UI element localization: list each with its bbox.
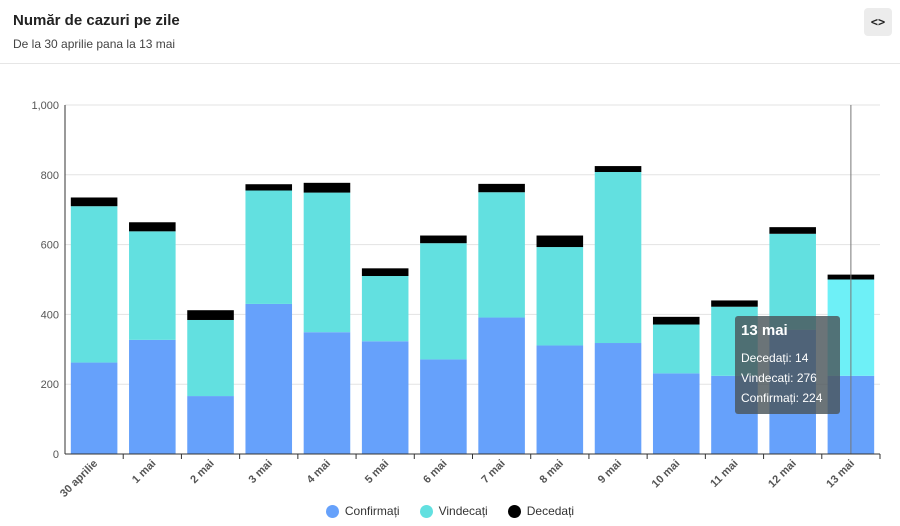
legend-label: Vindecați	[438, 504, 488, 518]
y-tick-label: 200	[41, 379, 59, 391]
legend-label: Decedați	[526, 504, 575, 518]
bar-segment	[594, 343, 642, 454]
bar-segment	[361, 276, 409, 342]
x-tick-label: 7 mai	[479, 458, 507, 486]
bar-segment	[652, 324, 700, 374]
bar-segment	[303, 182, 351, 193]
bar-segment	[245, 190, 293, 304]
chart-tooltip: 13 mai Decedați: 14 Vindecați: 276 Confi…	[735, 316, 840, 414]
bar-segment	[245, 184, 293, 191]
x-tick-label: 6 mai	[421, 458, 449, 486]
bar-segment	[303, 332, 351, 454]
x-tick-label: 10 mai	[650, 458, 683, 491]
bar-chart: 0 200 400 600 800 1,000 30 aprilie 1 mai 2 mai 3 …	[31, 100, 881, 500]
y-tick-label: 1,000	[31, 100, 59, 112]
bar-segment	[70, 362, 118, 454]
y-tick-label: 800	[41, 170, 59, 182]
tooltip-title: 13 mai	[741, 322, 788, 339]
y-tick-label: 400	[41, 309, 59, 321]
tooltip-line-recovered: Vindecați: 276	[741, 371, 817, 385]
x-tick-label: 30 aprilie	[58, 458, 100, 500]
bar-segment	[652, 373, 700, 454]
bar-segment	[187, 310, 234, 320]
x-tick-label: 13 mai	[824, 458, 857, 491]
bar-segment	[711, 300, 758, 307]
x-tick-label: 9 mai	[596, 458, 624, 486]
bar-segment	[536, 235, 584, 248]
legend-swatch	[507, 504, 521, 518]
bar-segment	[536, 247, 584, 346]
y-tick-label: 0	[53, 449, 59, 461]
bar-segment	[594, 166, 642, 173]
x-tick-label: 2 mai	[188, 458, 216, 486]
bar-segment	[478, 317, 525, 454]
legend-item[interactable]: Confirmați	[325, 504, 400, 518]
legend-swatch	[325, 504, 339, 518]
x-tick-label: 3 mai	[246, 458, 274, 486]
legend-label: Confirmați	[344, 504, 400, 518]
x-tick-label: 5 mai	[363, 458, 391, 486]
bar-segment	[361, 268, 409, 277]
x-tick-label: 4 mai	[305, 458, 333, 486]
bar-segment	[769, 227, 816, 234]
bar-segment	[361, 341, 409, 454]
bar-segment	[129, 339, 176, 454]
embed-code-button[interactable]: <>	[864, 8, 892, 36]
chart-subtitle: De la 30 aprilie pana la 13 mai	[13, 37, 176, 51]
x-tick-label: 8 mai	[538, 458, 566, 486]
bar-segment	[652, 316, 700, 325]
bar-segment	[536, 345, 584, 454]
bar-segment	[187, 396, 234, 454]
bar-segment	[420, 235, 467, 244]
bar-segment	[769, 233, 816, 330]
bar-segment	[478, 183, 525, 193]
bar-segment	[594, 172, 642, 344]
chart-legend: Confirmați Vindecați Decedați	[0, 504, 900, 518]
bar-segment	[187, 319, 234, 397]
chart-title: Număr de cazuri pe zile	[13, 12, 180, 29]
bar-segment	[303, 192, 351, 333]
bar-segment	[420, 243, 467, 360]
bar-segment	[70, 206, 118, 363]
y-tick-label: 600	[41, 240, 59, 252]
bar-segment	[129, 222, 176, 232]
x-tick-label: 1 mai	[130, 458, 158, 486]
bar-segment	[245, 303, 293, 454]
bar-segment	[129, 231, 176, 340]
bar-segment	[70, 197, 118, 207]
bar-segment	[420, 359, 467, 454]
chart-header: Număr de cazuri pe zile De la 30 aprilie…	[0, 0, 900, 64]
tooltip-line-deaths: Decedați: 14	[741, 351, 809, 365]
tooltip-line-confirmed: Confirmați: 224	[741, 391, 823, 405]
legend-item[interactable]: Vindecați	[419, 504, 488, 518]
legend-swatch	[419, 504, 433, 518]
x-tick-label: 12 mai	[766, 458, 799, 491]
bar-segment	[478, 192, 525, 318]
x-tick-label: 11 mai	[708, 458, 740, 490]
legend-item[interactable]: Decedați	[507, 504, 575, 518]
